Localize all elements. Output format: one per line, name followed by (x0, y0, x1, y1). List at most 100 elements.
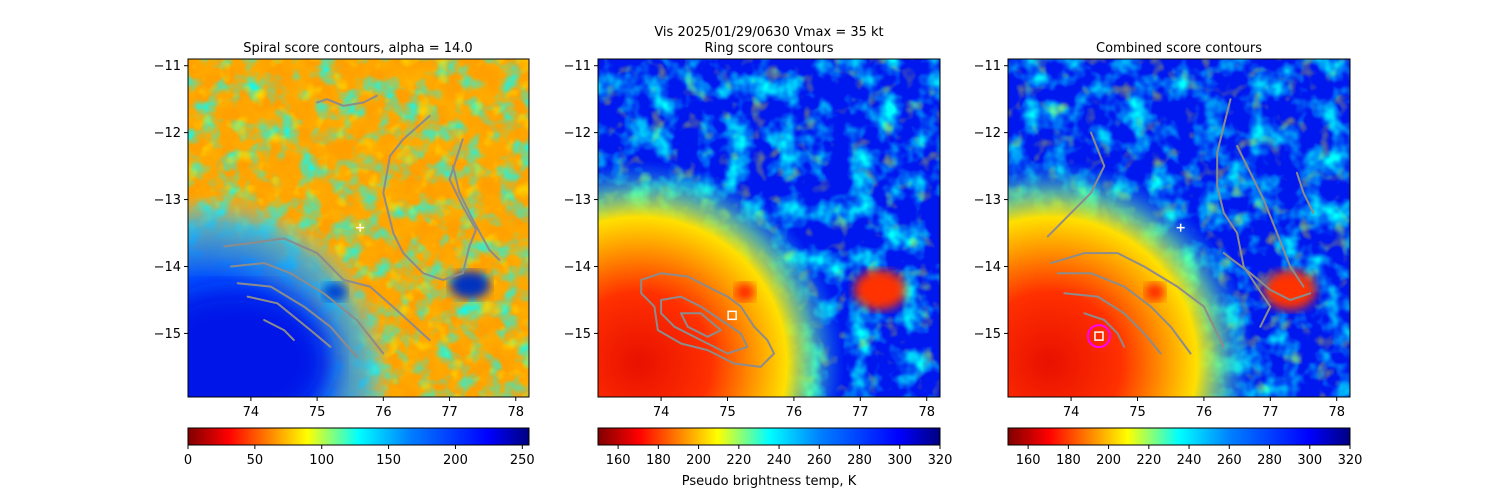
contour-layer (640, 272, 775, 368)
x-tick-label: 76 (786, 405, 803, 420)
colorbar-tick-label: 200 (1096, 453, 1121, 468)
y-tick-label: −13 (154, 193, 181, 208)
contour-line (246, 295, 332, 348)
contour-line (223, 237, 431, 342)
contour-line (263, 319, 295, 342)
y-tick-label: −14 (974, 260, 1001, 275)
contour-line (1216, 98, 1272, 328)
center-marker-layer (1086, 223, 1185, 349)
colorbar-tick-label: 180 (646, 453, 671, 468)
y-tick-label: −13 (564, 193, 591, 208)
contour-line (1046, 131, 1106, 238)
contour-line (1236, 145, 1305, 288)
center-marker (356, 223, 365, 232)
contour-line (640, 272, 775, 368)
x-tick-label: 75 (1129, 405, 1146, 420)
axes-frame (1007, 58, 1351, 398)
colorbar: 0 50 100 150 200 250 (184, 427, 535, 468)
x-tick-label: 78 (918, 405, 935, 420)
contour-line (382, 114, 477, 281)
colorbar-tick-label: 150 (376, 453, 401, 468)
x-axis: 74 75 76 77 78 (653, 397, 935, 420)
y-tick-label: −11 (154, 59, 181, 74)
y-tick-label: −13 (974, 193, 1001, 208)
contour-line (1063, 292, 1162, 355)
x-tick-label: 77 (441, 405, 458, 420)
contour-line (316, 94, 378, 107)
colorbar: 160 180 200 220 240 260 280 300 320 (1007, 427, 1363, 468)
contour-layer (223, 94, 501, 358)
colorbar-tick-label: 160 (606, 453, 631, 468)
colorbar-gradient (1008, 428, 1350, 445)
colorbar-tick-label: 220 (1136, 453, 1161, 468)
y-tick-label: −15 (974, 327, 1001, 342)
x-tick-label: 75 (719, 405, 736, 420)
panel-title: Ring score contours (704, 41, 833, 56)
contour-line (1222, 252, 1312, 301)
y-tick-label: −12 (564, 126, 591, 141)
y-tick-label: −15 (154, 327, 181, 342)
figure-suptitle: Vis 2025/01/29/0630 Vmax = 35 kt (654, 25, 883, 40)
colorbar-tick-label: 250 (510, 453, 535, 468)
colorbar-tick-label: 260 (1217, 453, 1242, 468)
y-tick-label: −12 (154, 126, 181, 141)
x-tick-label: 77 (852, 405, 869, 420)
colorbar-tick-label: 320 (1338, 453, 1363, 468)
y-axis: −11 −12 −13 −14 −15 (154, 59, 188, 342)
x-tick-label: 74 (1063, 405, 1080, 420)
contour-line (1083, 312, 1126, 348)
contour-line (230, 262, 385, 355)
center-marker (727, 310, 737, 321)
colorbar-tick-label: 300 (887, 453, 912, 468)
colorbar-tick-label: 320 (928, 453, 953, 468)
contour-line (680, 312, 722, 338)
contour-layer (1046, 98, 1315, 355)
colorbar-label: Pseudo brightness temp, K (682, 474, 857, 489)
x-tick-label: 77 (1262, 405, 1279, 420)
colorbar-tick-label: 200 (686, 453, 711, 468)
panel-ring: Ring score contours 74 75 76 77 78 −11 −12 −13… (564, 41, 953, 489)
panel-title: Combined score contours (1096, 41, 1262, 56)
colorbar-tick-label: 100 (309, 453, 334, 468)
colorbar-tick-label: 240 (767, 453, 792, 468)
y-tick-label: −11 (974, 59, 1001, 74)
x-tick-label: 75 (309, 405, 326, 420)
contour-line (1056, 272, 1192, 355)
x-tick-label: 76 (1196, 405, 1213, 420)
contour-line (236, 282, 358, 358)
colorbar-tick-label: 0 (184, 453, 192, 468)
panel-title: Spiral score contours, alpha = 14.0 (243, 41, 472, 56)
y-tick-label: −14 (564, 260, 591, 275)
colorbar-tick-label: 300 (1297, 453, 1322, 468)
secondary-marker (1176, 223, 1185, 232)
colorbar: 160 180 200 220 240 260 280 300 320 (597, 427, 953, 468)
colorbar-tick-label: 180 (1056, 453, 1081, 468)
colorbar-gradient (598, 428, 940, 445)
contour-line (451, 165, 501, 261)
contour-line (660, 295, 749, 355)
x-axis: 74 75 76 77 78 (243, 397, 524, 420)
y-tick-label: −14 (154, 260, 181, 275)
colorbar-tick-label: 240 (1177, 453, 1202, 468)
contour-line (1050, 252, 1225, 348)
center-marker-layer (727, 310, 737, 321)
x-axis: 74 75 76 77 78 (1063, 397, 1345, 420)
panel-spiral: Spiral score contours, alpha = 14.0 74 75… (154, 41, 535, 468)
colorbar-tick-label: 280 (847, 453, 872, 468)
colorbar-tick-label: 260 (807, 453, 832, 468)
axes-frame (187, 58, 530, 398)
x-tick-label: 78 (1328, 405, 1345, 420)
panel-combined: Combined score contours 74 75 76 77 78 −11 −1… (974, 41, 1363, 468)
center-marker (1086, 324, 1111, 349)
y-tick-label: −11 (564, 59, 591, 74)
y-tick-label: −15 (564, 327, 591, 342)
center-marker-layer (356, 223, 365, 232)
x-tick-label: 78 (507, 405, 524, 420)
heatmap-image (598, 59, 940, 397)
y-axis: −11 −12 −13 −14 −15 (564, 59, 598, 342)
heatmap-image (1008, 59, 1350, 397)
axes-frame (597, 58, 941, 398)
y-tick-label: −12 (974, 126, 1001, 141)
colorbar-gradient (188, 428, 529, 445)
